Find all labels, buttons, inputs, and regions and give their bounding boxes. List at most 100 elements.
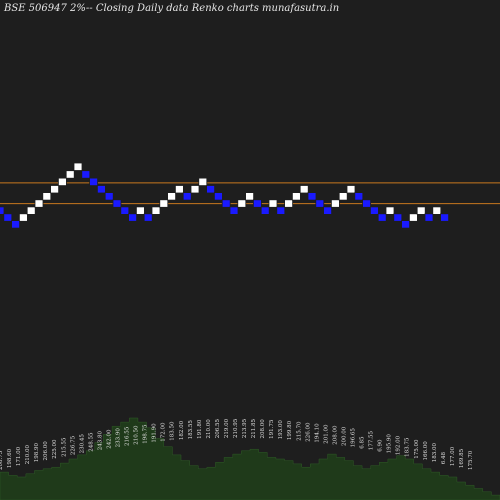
up-brick [299, 185, 309, 194]
date-label: 206.00 [43, 441, 49, 461]
date-label: 192.00 [396, 435, 402, 455]
down-brick [315, 199, 325, 208]
date-label: 213.95 [242, 418, 248, 438]
date-label: 226.00 [305, 422, 311, 442]
down-brick [120, 206, 130, 215]
down-brick [362, 199, 372, 208]
date-label: 206.55 [215, 418, 221, 438]
up-brick [65, 170, 75, 179]
date-label: 201.00 [323, 424, 329, 444]
down-brick [252, 199, 262, 208]
date-label: 172.00 [161, 422, 167, 442]
down-brick [221, 199, 231, 208]
down-brick [81, 170, 91, 179]
date-label: 166.00 [423, 441, 429, 461]
down-brick [89, 177, 98, 187]
up-brick [346, 185, 356, 194]
down-brick [260, 206, 270, 215]
down-brick [354, 192, 364, 201]
down-brick [307, 192, 317, 201]
renko-bricks [0, 162, 450, 229]
down-brick [97, 185, 106, 194]
date-label: 215.55 [61, 437, 67, 457]
date-label: 210.00 [25, 444, 31, 464]
down-brick [11, 220, 21, 229]
volume-area-path [0, 417, 500, 500]
date-label: 193.00 [278, 420, 284, 440]
down-brick [213, 192, 223, 201]
date-label: 6.48 [441, 451, 447, 464]
up-brick [34, 199, 44, 208]
date-label: 183.00 [432, 443, 438, 463]
down-brick [393, 213, 403, 222]
down-brick [323, 206, 333, 215]
date-labels: 208.75 198.60 171.00 210.00 198.90 206.00 225.… [0, 418, 474, 470]
down-brick [104, 192, 114, 201]
up-brick [198, 177, 208, 187]
date-label: 191.90 [152, 423, 158, 443]
date-label: 194.10 [314, 423, 320, 443]
date-label: 216.55 [125, 426, 131, 446]
date-label: 230.45 [79, 434, 85, 454]
date-label: 182.00 [179, 420, 185, 440]
date-label: 6.90 [378, 439, 384, 452]
date-label: 196.65 [351, 428, 357, 448]
date-label: 191.80 [197, 419, 203, 439]
date-label: 198.60 [7, 448, 13, 468]
up-brick [159, 199, 169, 208]
up-brick [432, 206, 442, 215]
date-label: 6.85 [360, 436, 366, 449]
date-label: 211.85 [251, 418, 257, 438]
date-label: 210.95 [233, 418, 239, 438]
date-label: 200.00 [342, 426, 348, 446]
date-label: 242.00 [107, 429, 113, 449]
date-label: 226.75 [70, 435, 76, 455]
date-label: 225.00 [52, 439, 58, 459]
up-brick [42, 192, 52, 201]
date-label: 177.00 [450, 446, 456, 466]
date-label: 210.50 [134, 425, 140, 445]
down-brick [401, 220, 411, 229]
up-brick [18, 213, 28, 222]
date-label: 243.80 [97, 431, 103, 451]
date-label: 183.50 [170, 421, 176, 441]
down-brick [424, 213, 434, 222]
up-brick [268, 199, 278, 208]
up-brick [408, 213, 418, 222]
date-label: 198.75 [143, 424, 149, 444]
date-label: 191.75 [269, 419, 275, 439]
reference-lines [0, 182, 500, 205]
up-brick [338, 192, 348, 201]
chart-title: BSE 506947 2%-- Closing Daily data Renko… [3, 3, 339, 14]
date-label: 210.00 [206, 419, 212, 439]
date-label: 183.55 [188, 420, 194, 440]
date-label: 208.00 [332, 425, 338, 445]
down-brick [0, 206, 5, 215]
up-brick [73, 162, 83, 171]
up-brick [330, 199, 340, 208]
up-brick [151, 206, 161, 215]
down-brick [206, 185, 216, 194]
down-brick [276, 206, 286, 215]
up-brick [50, 185, 59, 194]
date-label: 208.75 [0, 450, 4, 470]
date-label: 171.00 [16, 446, 22, 466]
date-label: 215.70 [296, 421, 302, 441]
up-brick [167, 192, 177, 201]
up-brick [26, 206, 36, 215]
date-label: 177.55 [369, 431, 375, 451]
down-brick [112, 199, 122, 208]
date-label: 233.90 [116, 428, 122, 448]
up-brick [284, 199, 294, 208]
down-brick [440, 213, 450, 222]
date-label: 195.90 [387, 434, 393, 454]
up-brick [190, 185, 200, 194]
up-brick [416, 206, 426, 215]
down-brick [182, 192, 192, 201]
down-brick [143, 213, 153, 222]
up-brick [58, 177, 67, 187]
up-brick [135, 206, 145, 215]
down-brick [3, 213, 13, 222]
